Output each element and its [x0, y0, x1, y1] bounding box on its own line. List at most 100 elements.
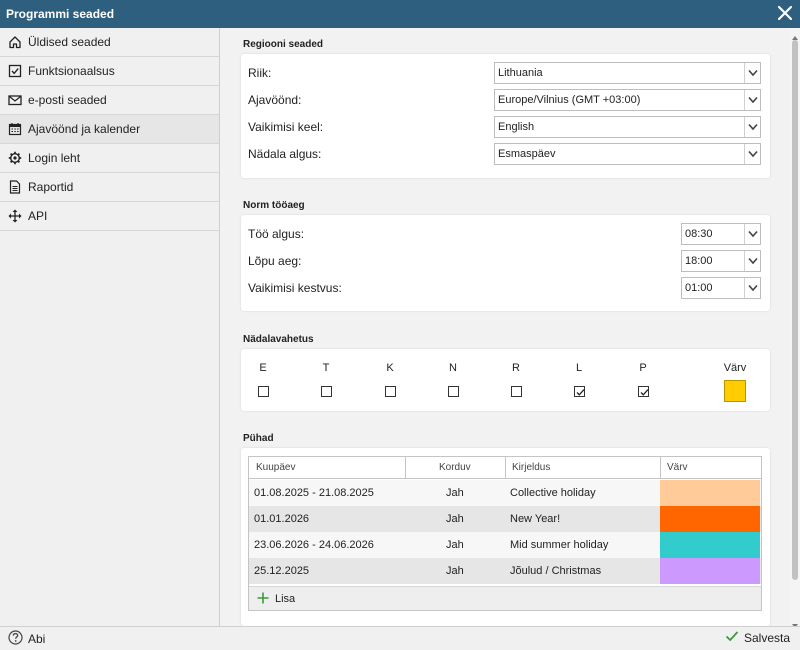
- duration-select[interactable]: 01:00: [681, 277, 761, 299]
- country-value: Lithuania: [498, 67, 543, 79]
- region-card: Riik: Lithuania Ajavöönd: Europe/Vilnius…: [241, 54, 770, 178]
- sidebar-item-api[interactable]: API: [0, 202, 219, 231]
- work-end-row: Lõpu aeg: 18:00: [248, 250, 761, 272]
- help-button[interactable]: Abi: [8, 630, 45, 648]
- chevron-down-icon: [744, 117, 760, 137]
- sidebar-item-functionality[interactable]: Funktsionaalsus: [0, 57, 219, 86]
- table-row[interactable]: 01.01.2026 Jah New Year!: [249, 506, 761, 532]
- chevron-down-icon: [744, 63, 760, 83]
- sidebar-item-label: Ajavöönd ja kalender: [28, 122, 141, 136]
- weekend-color-swatch[interactable]: [724, 380, 746, 402]
- weekend-day-checkbox[interactable]: [257, 386, 269, 397]
- sidebar-item-login-page[interactable]: Login leht: [0, 144, 219, 173]
- checkmark-icon: [640, 389, 648, 396]
- language-label: Vaikimisi keel:: [248, 120, 324, 134]
- week-start-select[interactable]: Esmaspäev: [494, 143, 761, 165]
- checkmark-icon: [725, 630, 739, 645]
- holidays-section-title: Pühad: [243, 433, 274, 444]
- save-label: Salvesta: [743, 630, 790, 645]
- add-holiday-button[interactable]: Lisa: [257, 591, 295, 607]
- weekend-day-label: P: [639, 362, 647, 374]
- weekend-day-checkbox[interactable]: [510, 386, 522, 397]
- column-header-date[interactable]: Kuupäev: [256, 462, 296, 473]
- column-divider[interactable]: [660, 457, 661, 479]
- sidebar-item-label: Üldised seaded: [28, 35, 111, 49]
- work-end-select[interactable]: 18:00: [681, 250, 761, 272]
- column-divider[interactable]: [405, 457, 406, 479]
- scroll-up-arrow-icon[interactable]: [792, 30, 798, 40]
- weekend-day-group: N: [438, 362, 468, 400]
- sidebar-item-timezone-calendar[interactable]: Ajavöönd ja kalender: [0, 115, 219, 144]
- gear-icon: [8, 151, 22, 165]
- weekend-day-label: E: [259, 362, 267, 374]
- weekend-day-label: L: [575, 362, 583, 374]
- weekend-day-checkbox[interactable]: [637, 386, 649, 397]
- weekend-day-label: K: [386, 362, 394, 374]
- work-start-label: Töö algus:: [248, 227, 305, 241]
- holiday-repeat-cell: Jah: [446, 487, 464, 499]
- column-header-repeat[interactable]: Korduv: [439, 462, 471, 473]
- weekend-day-group: R: [501, 362, 531, 400]
- chevron-down-icon: [744, 251, 760, 271]
- timezone-select[interactable]: Europe/Vilnius (GMT +03:00): [494, 89, 761, 111]
- timezone-row: Ajavöönd: Europe/Vilnius (GMT +03:00): [248, 89, 761, 111]
- column-header-description[interactable]: Kirjeldus: [512, 462, 551, 473]
- holiday-date-cell: 01.01.2026: [254, 513, 310, 525]
- holiday-description-cell: Jõulud / Christmas: [510, 565, 602, 577]
- help-label: Abi: [28, 632, 46, 646]
- add-holiday-label: Lisa: [275, 593, 296, 605]
- holiday-repeat-cell: Jah: [446, 513, 464, 525]
- sidebar-item-general[interactable]: Üldised seaded: [0, 28, 219, 57]
- envelope-icon: [8, 93, 22, 107]
- timezone-label: Ajavöönd:: [248, 93, 302, 107]
- week-start-row: Nädala algus: Esmaspäev: [248, 143, 761, 165]
- weekend-day-label: N: [449, 362, 457, 374]
- home-icon: [8, 35, 22, 49]
- sidebar-item-email[interactable]: e-posti seaded: [0, 86, 219, 115]
- work-end-label: Lõpu aeg:: [248, 254, 302, 268]
- holiday-date-cell: 23.06.2026 - 24.06.2026: [254, 539, 374, 551]
- table-row[interactable]: 25.12.2025 Jah Jõulud / Christmas: [249, 558, 761, 584]
- work-start-select[interactable]: 08:30: [681, 223, 761, 245]
- document-icon: [8, 180, 22, 194]
- sidebar-item-reports[interactable]: Raportid: [0, 173, 219, 202]
- weekend-section-title: Nädalavahetus: [243, 334, 314, 345]
- language-select[interactable]: English: [494, 116, 761, 138]
- weekend-day-checkbox[interactable]: [573, 386, 585, 397]
- save-button[interactable]: Salvesta: [725, 630, 790, 645]
- weekend-day-checkbox[interactable]: [447, 386, 459, 397]
- question-circle-icon: [8, 630, 23, 648]
- move-arrows-icon: [8, 209, 22, 223]
- weekend-day-checkbox[interactable]: [384, 386, 396, 397]
- weekend-day-group: T: [311, 362, 341, 400]
- sidebar-item-label: Funktsionaalsus: [28, 64, 115, 78]
- sidebar-item-label: API: [28, 209, 48, 223]
- sidebar-item-label: Raportid: [28, 180, 74, 194]
- column-header-color[interactable]: Värv: [667, 462, 688, 473]
- sidebar: Üldised seaded Funktsionaalsus e-posti s…: [0, 28, 220, 626]
- weekend-card: E T K N R L P Värv: [241, 349, 770, 411]
- weekend-day-label: R: [512, 362, 520, 374]
- sidebar-item-label: Login leht: [28, 151, 81, 165]
- weekend-day-checkbox[interactable]: [320, 386, 332, 397]
- chevron-down-icon: [744, 90, 760, 110]
- country-label: Riik:: [248, 66, 272, 80]
- weekend-day-group: L: [564, 362, 594, 400]
- chevron-down-icon: [744, 278, 760, 298]
- worktime-section-title: Norm tööaeg: [243, 200, 305, 211]
- vertical-scrollbar[interactable]: [790, 28, 800, 628]
- weekend-day-group: E: [248, 362, 278, 400]
- scrollbar-thumb[interactable]: [792, 40, 798, 580]
- scroll-down-arrow-icon[interactable]: [792, 618, 798, 628]
- country-select[interactable]: Lithuania: [494, 62, 761, 84]
- holidays-card: Kuupäev Korduv Kirjeldus Värv 01.08.2025…: [241, 448, 770, 626]
- table-row[interactable]: 01.08.2025 - 21.08.2025 Jah Collective hol…: [249, 480, 761, 506]
- checkbox-icon: [8, 64, 22, 78]
- holidays-table: Kuupäev Korduv Kirjeldus Värv 01.08.2025…: [248, 456, 762, 611]
- holiday-date-cell: 25.12.2025: [254, 565, 310, 577]
- country-row: Riik: Lithuania: [248, 62, 761, 84]
- column-divider[interactable]: [505, 457, 506, 479]
- close-icon[interactable]: [776, 4, 794, 22]
- table-row[interactable]: 23.06.2026 - 24.06.2026 Jah Mid summer hol…: [249, 532, 761, 558]
- holiday-color-cell: [660, 506, 760, 532]
